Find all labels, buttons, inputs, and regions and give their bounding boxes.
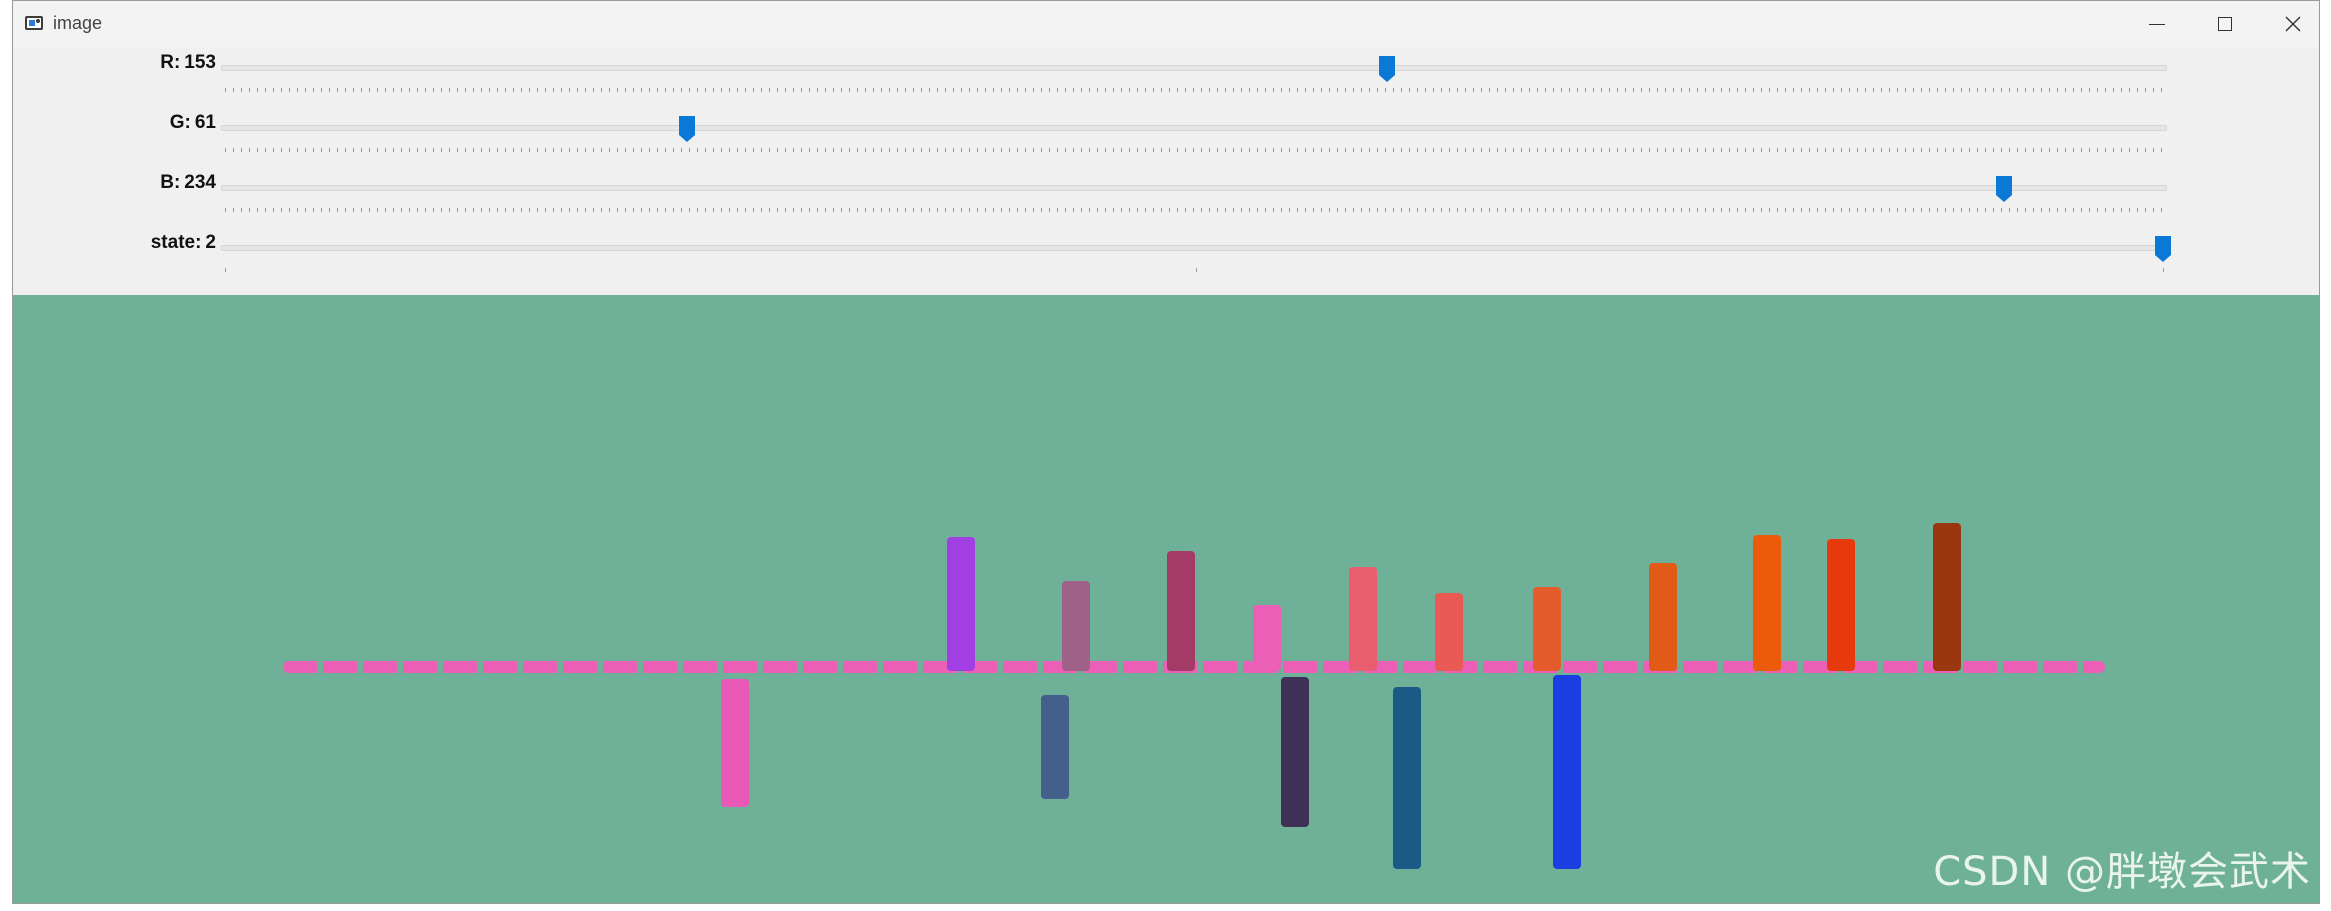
title-bar[interactable]: image [13,1,2319,48]
trackbar-r-label: R: 153 [160,52,216,73]
app-window: image R: 153 G: 61 B: 234 [12,0,2320,904]
vertical-stroke-11 [1933,523,1961,671]
vertical-stroke-2 [1062,581,1090,671]
trackbar-g-thumb[interactable] [678,116,695,142]
vertical-stroke-15 [1393,687,1421,869]
vertical-stroke-16 [1553,675,1581,869]
trackbar-b-label: B: 234 [160,172,216,193]
watermark: CSDN @胖墩会武术 [1933,849,2311,895]
maximize-button[interactable] [2191,1,2259,47]
trackbar-b-thumb[interactable] [1995,176,2012,202]
vertical-stroke-10 [1827,539,1855,671]
trackbar-b: B: 234 [13,168,2319,228]
trackbar-g: G: 61 [13,108,2319,168]
minimize-button[interactable] [2123,1,2191,47]
trackbar-b-ticks [225,208,2165,212]
trackbar-state-track[interactable] [221,245,2167,251]
app-window-icon [25,16,43,30]
vertical-stroke-6 [1435,593,1463,671]
vertical-stroke-1 [947,537,975,671]
maximize-icon [2218,17,2232,31]
trackbar-r: R: 153 [13,48,2319,108]
vertical-stroke-13 [1041,695,1069,799]
minimize-icon [2149,23,2165,25]
trackbar-b-track[interactable] [221,185,2167,191]
vertical-stroke-5 [1349,567,1377,671]
drawing-canvas[interactable]: CSDN @胖墩会武术 [13,295,2319,903]
trackbar-state-tick-min [225,268,226,272]
vertical-stroke-14 [1281,677,1309,827]
close-button[interactable] [2259,1,2327,47]
vertical-stroke-4 [1253,605,1281,671]
trackbar-state: state: 2 [13,228,2319,288]
trackbar-r-ticks [225,88,2165,92]
trackbar-state-tick-max [2163,268,2164,272]
trackbar-g-track[interactable] [221,125,2167,131]
window-title: image [53,13,103,33]
vertical-stroke-9 [1753,535,1781,671]
vertical-stroke-3 [1167,551,1195,671]
trackbar-g-ticks [225,148,2165,152]
trackbar-state-label: state: 2 [150,232,216,253]
vertical-stroke-7 [1533,587,1561,671]
trackbar-state-thumb[interactable] [2155,236,2171,262]
trackbar-panel: R: 153 G: 61 B: 234 state: 2 [13,48,2319,295]
close-icon [2285,16,2301,32]
trackbar-state-tick-mid [1196,268,1197,272]
trackbar-r-thumb[interactable] [1379,56,1395,82]
vertical-stroke-8 [1649,563,1677,671]
trackbar-g-label: G: 61 [169,112,216,133]
trackbar-r-track[interactable] [221,65,2167,71]
vertical-stroke-12 [721,679,749,807]
